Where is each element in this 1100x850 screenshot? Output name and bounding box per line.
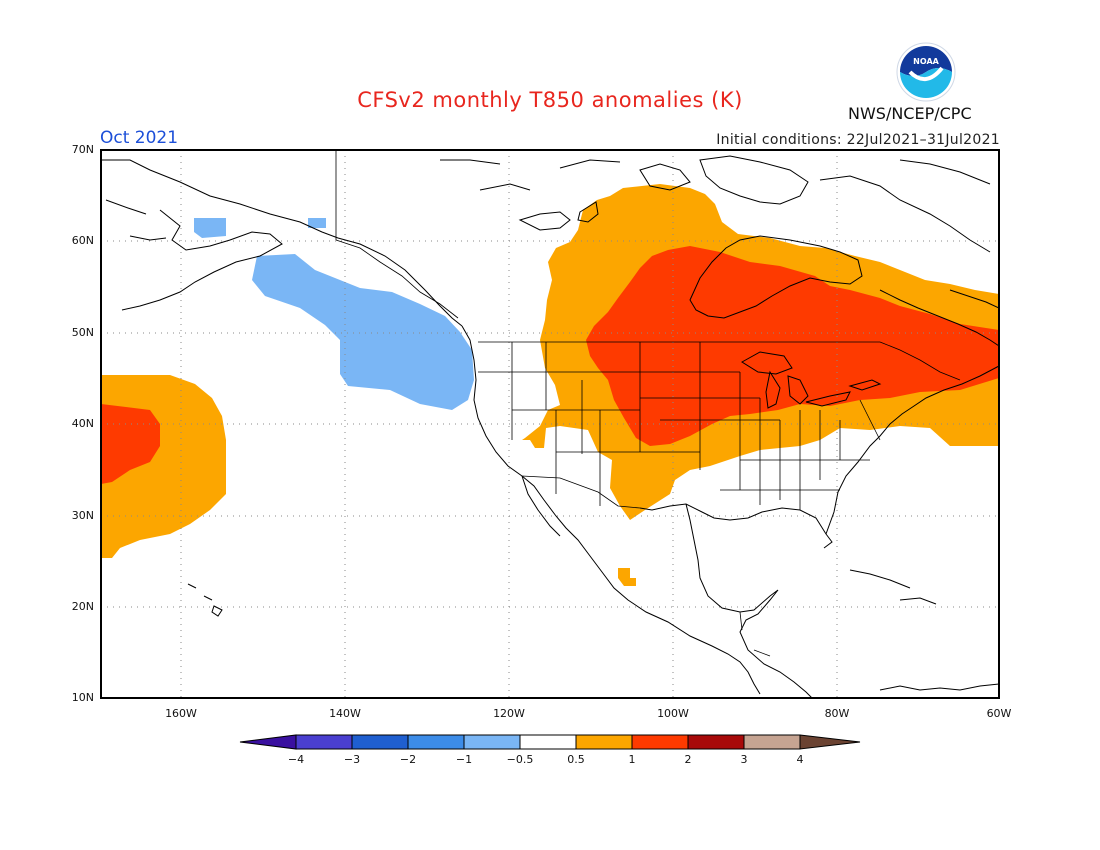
lat-label-70n: 70N xyxy=(71,143,94,156)
lon-label-160w: 160W xyxy=(165,707,197,720)
coastlines xyxy=(101,155,999,698)
colorbar xyxy=(239,734,861,750)
cool-gulf-of-alaska xyxy=(252,254,474,410)
colorbar-tick: −4 xyxy=(287,753,305,766)
initial-conditions: Initial conditions: 22Jul2021–31Jul2021 xyxy=(716,132,1000,148)
lat-label-30n: 30N xyxy=(71,509,94,522)
lat-label-40n: 40N xyxy=(71,417,94,430)
colorbar-bin xyxy=(743,734,801,750)
colorbar-tick: 3 xyxy=(740,753,748,766)
political-borders xyxy=(335,150,961,657)
colorbar-tick: −0.5 xyxy=(506,753,534,766)
colorbar-bin xyxy=(575,734,633,750)
colorbar-highest-arrow xyxy=(799,734,861,750)
lon-label-80w: 80W xyxy=(824,707,850,720)
lon-label-140w: 140W xyxy=(329,707,361,720)
colorbar-tick: −3 xyxy=(343,753,361,766)
colorbar-bin xyxy=(687,734,745,750)
colorbar-bin xyxy=(407,734,465,750)
graticule xyxy=(101,150,999,698)
colorbar-tick: −1 xyxy=(455,753,473,766)
colorbar-bin xyxy=(351,734,409,750)
cool-bering-patch xyxy=(194,218,226,238)
lat-label-20n: 20N xyxy=(71,600,94,613)
colorbar-tick: 1 xyxy=(628,753,636,766)
lat-label-50n: 50N xyxy=(71,326,94,339)
hot-pacific-subtropics xyxy=(101,404,160,484)
lat-label-10n: 10N xyxy=(71,691,94,704)
hot-great-lakes-canada xyxy=(586,246,999,446)
lon-label-60w: 60W xyxy=(986,707,1012,720)
lat-label-60n: 60N xyxy=(71,234,94,247)
colorbar-bin xyxy=(295,734,353,750)
colorbar-tick: 2 xyxy=(684,753,692,766)
chart-title: CFSv2 monthly T850 anomalies (K) xyxy=(357,88,743,112)
colorbar-bin xyxy=(631,734,689,750)
colorbar-tick: 0.5 xyxy=(567,753,585,766)
noaa-logo: NOAA xyxy=(896,42,956,102)
colorbar-bin xyxy=(463,734,521,750)
forecast-month: Oct 2021 xyxy=(100,128,179,148)
map-frame xyxy=(100,149,1000,699)
noaa-logo-text: NOAA xyxy=(913,57,939,66)
lon-label-100w: 100W xyxy=(657,707,689,720)
colorbar-lowest-arrow xyxy=(239,734,297,750)
colorbar-tick: −2 xyxy=(399,753,417,766)
agency-label: NWS/NCEP/CPC xyxy=(848,104,972,123)
warm-mexico-speck xyxy=(618,568,636,586)
colorbar-bin xyxy=(519,734,577,750)
lon-label-120w: 120W xyxy=(493,707,525,720)
cool-bering-speck xyxy=(308,218,326,228)
colorbar-tick: 4 xyxy=(796,753,804,766)
